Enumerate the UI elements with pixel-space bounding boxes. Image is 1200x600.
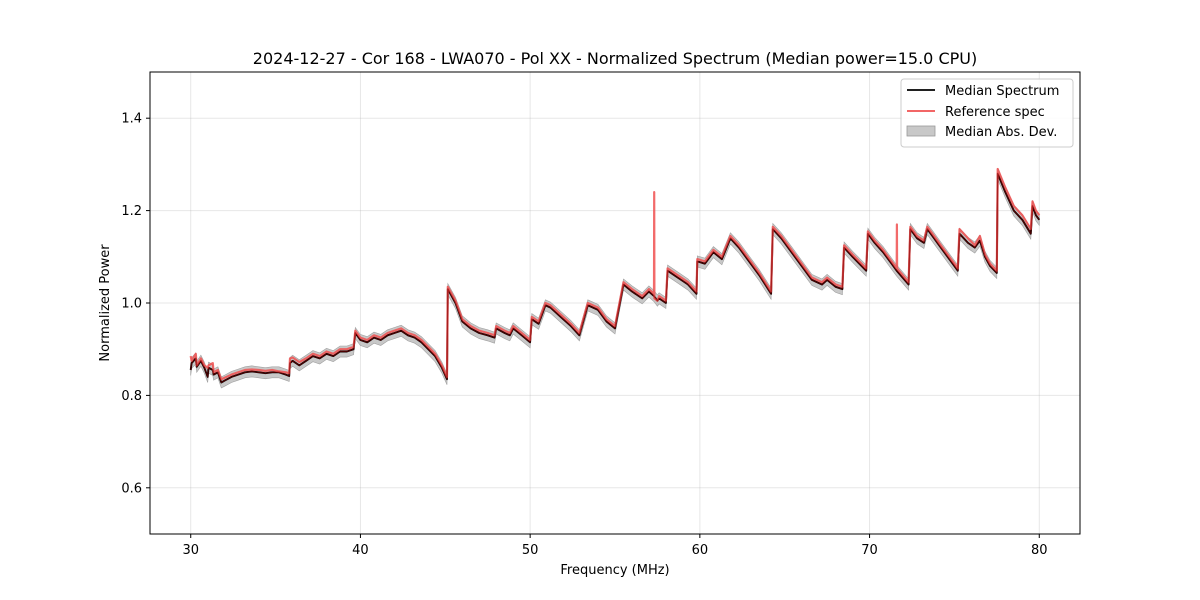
legend-median-label: Median Spectrum — [945, 84, 1059, 99]
y-tick-label: 0.8 — [121, 389, 142, 404]
x-tick-label: 30 — [182, 543, 199, 558]
y-axis-label: Normalized Power — [98, 244, 113, 362]
mad-band — [190, 167, 1040, 389]
x-tick-label: 60 — [692, 543, 709, 558]
chart-title: 2024-12-27 - Cor 168 - LWA070 - Pol XX -… — [253, 49, 977, 68]
y-tick-label: 0.6 — [121, 481, 142, 496]
y-tick-label: 1.2 — [121, 204, 142, 219]
x-tick-label: 40 — [352, 543, 369, 558]
legend-mad-swatch — [906, 125, 936, 137]
y-tick-label: 1.4 — [121, 112, 142, 127]
x-tick-label: 70 — [861, 543, 878, 558]
overlap-line — [190, 173, 1040, 384]
legend-box — [900, 78, 1074, 148]
x-tick-label: 80 — [1031, 543, 1048, 558]
reference-line-layer — [189, 167, 1041, 384]
legend-reference-label: Reference spec — [945, 105, 1045, 120]
x-axis-label: Frequency (MHz) — [560, 563, 669, 578]
legend: Median Spectrum Reference spec Median Ab… — [900, 78, 1074, 148]
y-tick-label: 1.0 — [121, 297, 142, 312]
axis-ticks: 30 40 50 60 70 80 0.6 0.8 1.0 1.2 1.4 — [121, 112, 1047, 558]
mad-band-layer — [190, 167, 1040, 389]
legend-mad-label: Median Abs. Dev. — [945, 125, 1057, 140]
x-tick-label: 50 — [522, 543, 539, 558]
